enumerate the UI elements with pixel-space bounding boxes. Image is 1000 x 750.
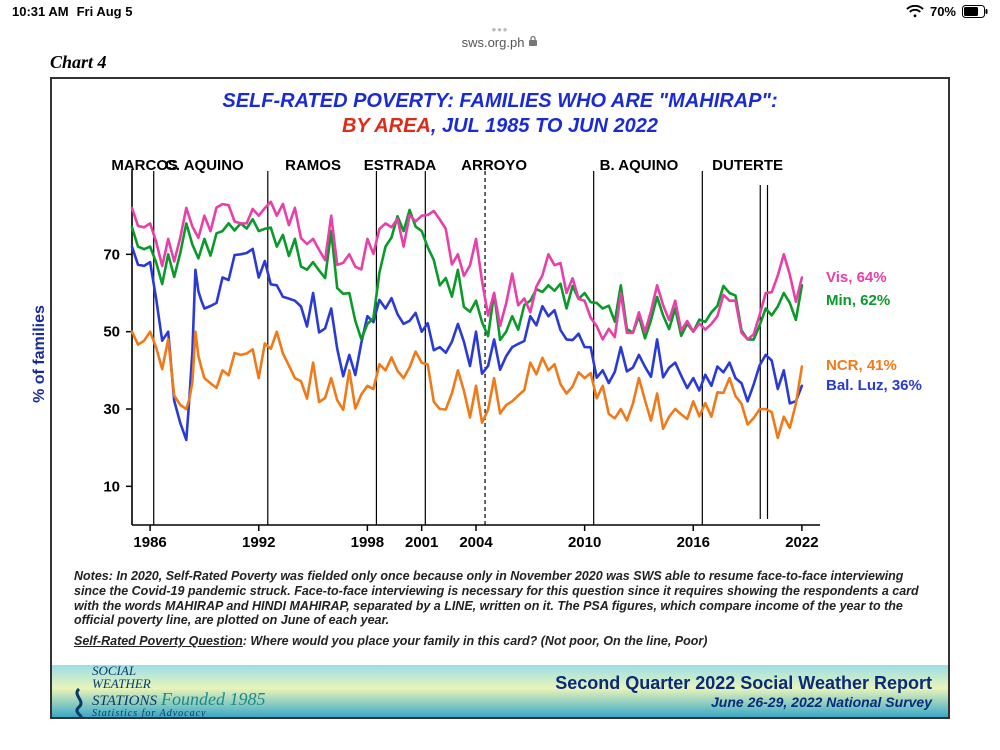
footer-report-dates: June 26-29, 2022 National Survey <box>555 694 932 710</box>
president-label: C. AQUINO <box>165 157 244 174</box>
status-time: 10:31 AM <box>12 4 69 19</box>
svg-text:1998: 1998 <box>351 534 384 551</box>
footer-brand: SOCIAL WEATHER STATIONSFounded 1985 Stat… <box>68 664 266 719</box>
footer-report-title: Second Quarter 2022 Social Weather Repor… <box>555 673 932 694</box>
svg-text:1986: 1986 <box>133 534 166 551</box>
svg-text:2004: 2004 <box>459 534 493 551</box>
chart-number-label: Chart 4 <box>50 52 950 73</box>
svg-text:2022: 2022 <box>785 534 818 551</box>
plot-area: % of families MARCOSC. AQUINORAMOSESTRAD… <box>70 149 930 559</box>
svg-text:10: 10 <box>103 478 120 495</box>
series-label-vis: Vis, 64% <box>826 269 934 286</box>
browser-url-bar[interactable]: ••• sws.org.ph <box>0 22 1000 50</box>
brand-word-stations: STATIONS <box>92 693 157 709</box>
chart-title-line2: BY AREA, JUL 1985 TO JUN 2022 <box>62 114 938 139</box>
svg-text:2001: 2001 <box>405 534 438 551</box>
series-label-min: Min, 62% <box>826 292 934 309</box>
president-label: DUTERTE <box>712 157 783 174</box>
footer-report-info: Second Quarter 2022 Social Weather Repor… <box>555 673 932 710</box>
svg-text:2016: 2016 <box>677 534 710 551</box>
svg-text:30: 30 <box>103 401 120 418</box>
chart-page: Chart 4 SELF-RATED POVERTY: FAMILIES WHO… <box>50 52 950 719</box>
series-label-ncr: NCR, 41% <box>826 357 934 374</box>
brand-word-social: SOCIAL <box>92 664 266 677</box>
status-bar: 10:31 AM Fri Aug 5 70% <box>0 0 1000 22</box>
url-host: sws.org.ph <box>462 35 525 50</box>
president-label: ESTRADA <box>364 157 437 174</box>
svg-text:70: 70 <box>103 246 120 263</box>
brand-founded: Founded 1985 <box>161 689 265 709</box>
chart-title-byarea: BY AREA <box>342 115 431 137</box>
line-chart-svg: 10 30 50 70 1986 1992 1998 2001 2004 2010 2016 2022 <box>70 149 930 559</box>
brand-word-weather: WEATHER <box>92 677 266 690</box>
lock-icon <box>528 35 538 50</box>
wifi-icon <box>906 5 924 18</box>
notes-paragraph: Notes: In 2020, Self-Rated Poverty was f… <box>74 569 926 628</box>
battery-icon <box>962 5 988 18</box>
screenshot-root: 10:31 AM Fri Aug 5 70% ••• sws.org.ph C <box>0 0 1000 750</box>
footer-bar: SOCIAL WEATHER STATIONSFounded 1985 Stat… <box>52 665 948 717</box>
svg-text:1992: 1992 <box>242 534 275 551</box>
chart-card: SELF-RATED POVERTY: FAMILIES WHO ARE "MA… <box>50 77 950 719</box>
status-date: Fri Aug 5 <box>77 4 133 19</box>
president-label: B. AQUINO <box>600 157 679 174</box>
brand-tagline: Statistics for Advocacy <box>92 709 266 719</box>
battery-percent: 70% <box>930 4 956 19</box>
series-label-bal: Bal. Luz, 36% <box>826 377 934 394</box>
chart-notes: Notes: In 2020, Self-Rated Poverty was f… <box>52 559 948 649</box>
svg-text:50: 50 <box>103 324 120 341</box>
notes-question-label: Self-Rated Poverty Question <box>74 634 243 648</box>
svg-text:2010: 2010 <box>568 534 601 551</box>
y-axis-label: % of families <box>31 305 49 403</box>
notes-question-text: : Where would you place your family in t… <box>243 634 708 648</box>
chart-title: SELF-RATED POVERTY: FAMILIES WHO ARE "MA… <box>52 79 948 143</box>
president-label: RAMOS <box>285 157 341 174</box>
chart-title-line1: SELF-RATED POVERTY: FAMILIES WHO ARE "MA… <box>62 89 938 114</box>
brand-logo-icon <box>68 687 90 719</box>
chart-title-daterange: , JUL 1985 TO JUN 2022 <box>431 115 658 137</box>
president-label: ARROYO <box>461 157 527 174</box>
